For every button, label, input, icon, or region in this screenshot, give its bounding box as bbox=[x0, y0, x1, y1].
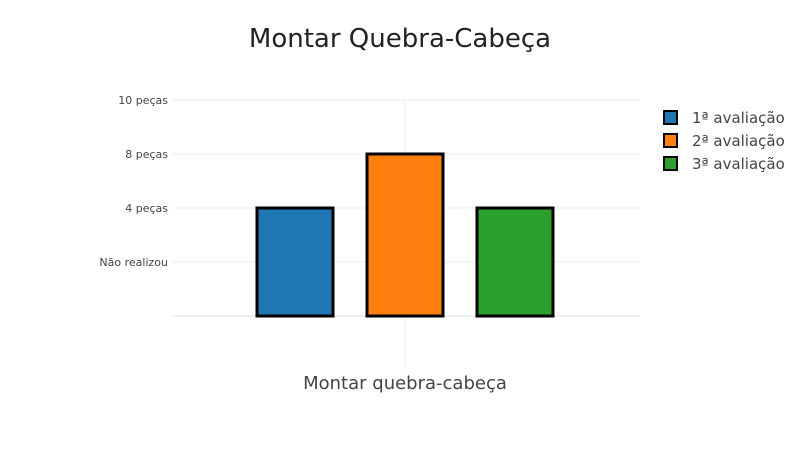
legend-item-3[interactable]: 3ª avaliação bbox=[663, 152, 785, 175]
y-tick-label: 10 peças bbox=[118, 94, 168, 107]
bar-series-2[interactable] bbox=[365, 152, 445, 318]
y-tick-label: 4 peças bbox=[125, 202, 168, 215]
bar-series-1[interactable] bbox=[255, 206, 335, 318]
legend-swatch bbox=[663, 110, 678, 125]
legend-item-2[interactable]: 2ª avaliação bbox=[663, 129, 785, 152]
chart-legend[interactable]: 1ª avaliação 2ª avaliação 3ª avaliação bbox=[663, 106, 785, 175]
legend-label: 2ª avaliação bbox=[692, 131, 785, 150]
y-tick-label: Não realizou bbox=[99, 256, 168, 269]
legend-swatch bbox=[663, 133, 678, 148]
legend-label: 1ª avaliação bbox=[692, 108, 785, 127]
x-tick-label: Montar quebra-cabeça bbox=[303, 373, 507, 394]
legend-label: 3ª avaliação bbox=[692, 154, 785, 173]
legend-item-1[interactable]: 1ª avaliação bbox=[663, 106, 785, 129]
bar-series-3[interactable] bbox=[475, 206, 555, 318]
legend-swatch bbox=[663, 156, 678, 171]
y-tick-label: 8 peças bbox=[125, 148, 168, 161]
chart-title: Montar Quebra-Cabeça bbox=[248, 24, 552, 54]
